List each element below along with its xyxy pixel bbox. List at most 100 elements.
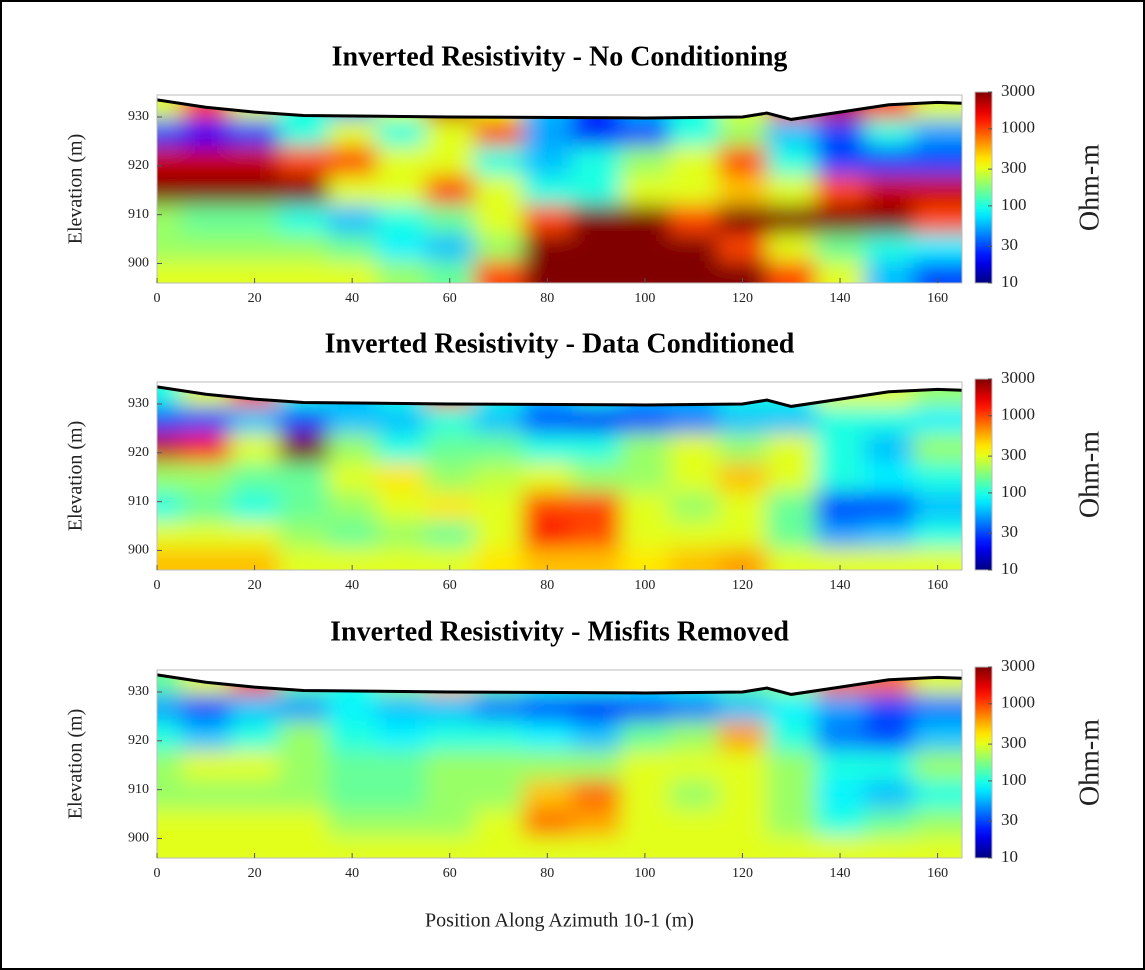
heatmap-cell <box>669 521 718 548</box>
heatmap-cell <box>279 521 328 548</box>
heatmap-cell <box>816 721 865 751</box>
heatmap-cell <box>718 176 767 206</box>
heatmap-cell <box>864 433 913 463</box>
heatmap-cell <box>377 521 426 548</box>
heatmap-cell <box>181 176 230 206</box>
heatmap-cell <box>181 548 230 589</box>
x-tick-label: 160 <box>927 291 948 306</box>
heatmap-cell <box>767 234 816 261</box>
heatmap-cell <box>718 406 767 433</box>
heatmap-cell <box>718 119 767 146</box>
heatmap-cell <box>572 406 621 433</box>
heatmap-cell <box>425 809 474 836</box>
heatmap-cell <box>620 492 669 522</box>
heatmap-cell <box>77 751 182 781</box>
colorbar-tick-label: 300 <box>1001 733 1027 752</box>
heatmap-cell <box>669 234 718 261</box>
x-tick-label: 140 <box>830 578 851 593</box>
heatmap-cell <box>572 119 621 146</box>
heatmap-cell <box>816 433 865 463</box>
heatmap-cell <box>669 146 718 176</box>
heatmap-cell <box>230 146 279 176</box>
heatmap-cell <box>230 721 279 751</box>
heatmap-cell <box>279 492 328 522</box>
heatmap-cell <box>669 780 718 810</box>
heatmap-cell <box>669 721 718 751</box>
heatmap-cell <box>767 406 816 433</box>
heatmap-cell <box>816 492 865 522</box>
colorbar-tick-label: 100 <box>1001 482 1027 501</box>
heatmap-cell <box>474 751 523 781</box>
heatmap-cell <box>767 548 816 589</box>
heatmap-cell <box>279 146 328 176</box>
heatmap-cell <box>474 205 523 235</box>
x-tick-label: 60 <box>443 866 457 881</box>
heatmap-cell <box>620 694 669 721</box>
x-tick-label: 160 <box>927 578 948 593</box>
heatmap-cell <box>181 406 230 433</box>
heatmap-cell <box>474 809 523 836</box>
x-tick-label: 40 <box>345 866 359 881</box>
heatmap-cell <box>279 463 328 493</box>
x-tick-label: 80 <box>540 866 554 881</box>
heatmap-cell <box>669 836 718 877</box>
heatmap-cell <box>328 463 377 493</box>
heatmap-cell <box>181 205 230 235</box>
heatmap-cell <box>328 521 377 548</box>
heatmap-cell <box>181 694 230 721</box>
heatmap-cell <box>816 780 865 810</box>
heatmap-cell <box>620 176 669 206</box>
x-tick-label: 0 <box>154 866 161 881</box>
heatmap-cell <box>620 205 669 235</box>
heatmap-cell <box>620 234 669 261</box>
heatmap-cell <box>377 205 426 235</box>
heatmap-cell <box>816 146 865 176</box>
y-tick-label: 910 <box>128 207 149 222</box>
heatmap-cell <box>816 694 865 721</box>
heatmap-cell <box>181 809 230 836</box>
heatmap-cell <box>816 809 865 836</box>
heatmap-cell <box>181 261 230 302</box>
heatmap-cell <box>474 406 523 433</box>
heatmap-cell <box>474 721 523 751</box>
heatmap-cell <box>718 721 767 751</box>
heatmap-cell <box>181 836 230 877</box>
heatmap-cell <box>767 751 816 781</box>
heatmap-cell <box>474 433 523 463</box>
heatmap-cell <box>718 809 767 836</box>
heatmap-cell <box>816 119 865 146</box>
y-tick-label: 910 <box>128 782 149 797</box>
x-tick-label: 100 <box>634 291 655 306</box>
heatmap-cell <box>572 780 621 810</box>
y-tick-label: 930 <box>128 684 149 699</box>
colorbar <box>975 379 992 570</box>
heatmap-cell <box>377 548 426 589</box>
heatmap-cell <box>864 492 913 522</box>
heatmap-cell <box>669 492 718 522</box>
panel-title: Inverted Resistivity - No Conditioning <box>332 41 788 72</box>
heatmap-cell <box>767 780 816 810</box>
heatmap-cell <box>425 751 474 781</box>
heatmap-cell <box>767 119 816 146</box>
colorbar-tick-label: 1000 <box>1001 118 1035 137</box>
heatmap-cell <box>572 492 621 522</box>
figure-frame: Inverted Resistivity - No Conditioning90… <box>0 0 1145 970</box>
heatmap-cell <box>328 809 377 836</box>
heatmap-cell <box>230 205 279 235</box>
colorbar-tick-label: 3000 <box>1001 368 1035 387</box>
heatmap-cell <box>523 809 572 836</box>
heatmap-cell <box>572 721 621 751</box>
heatmap-cell <box>328 780 377 810</box>
heatmap <box>77 651 1044 877</box>
heatmap-cell <box>474 521 523 548</box>
y-tick-label: 930 <box>128 396 149 411</box>
heatmap-cell <box>474 548 523 589</box>
heatmap-cell <box>864 234 913 261</box>
y-axis-label: Elevation (m) <box>65 134 87 245</box>
heatmap-cell <box>377 463 426 493</box>
heatmap-cell <box>572 809 621 836</box>
heatmap-cell <box>77 176 182 206</box>
heatmap-cell <box>377 119 426 146</box>
heatmap-cell <box>328 146 377 176</box>
heatmap-cell <box>669 119 718 146</box>
